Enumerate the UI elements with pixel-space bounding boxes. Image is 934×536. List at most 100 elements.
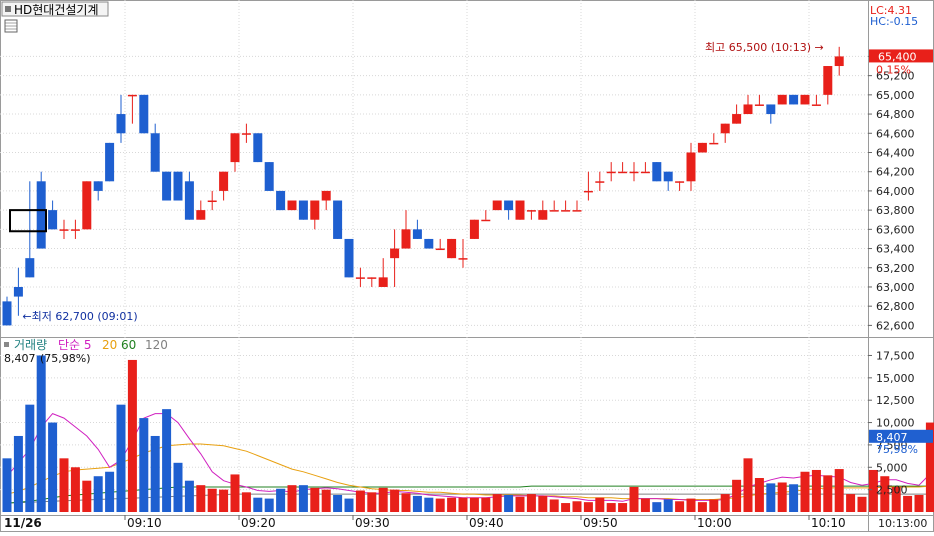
volume-bar[interactable] bbox=[162, 409, 172, 512]
volume-bar[interactable] bbox=[344, 498, 354, 512]
volume-bar[interactable] bbox=[173, 462, 183, 512]
candle-body[interactable] bbox=[469, 219, 479, 239]
volume-bar[interactable] bbox=[321, 489, 331, 512]
volume-bar[interactable] bbox=[2, 458, 12, 512]
volume-bar[interactable] bbox=[116, 404, 126, 512]
volume-bar[interactable] bbox=[139, 418, 149, 512]
volume-bar[interactable] bbox=[629, 486, 639, 512]
volume-bar[interactable] bbox=[606, 503, 616, 512]
candle-body[interactable] bbox=[629, 171, 639, 174]
volume-bar[interactable] bbox=[732, 479, 742, 512]
volume-bar[interactable] bbox=[846, 494, 856, 512]
candle-body[interactable] bbox=[435, 248, 445, 251]
candle-body[interactable] bbox=[70, 229, 80, 231]
candle-body[interactable] bbox=[732, 114, 742, 124]
candle-body[interactable] bbox=[504, 200, 514, 211]
volume-bar[interactable] bbox=[401, 493, 411, 512]
volume-bar[interactable] bbox=[903, 495, 913, 512]
candle-body[interactable] bbox=[766, 104, 776, 115]
volume-bar[interactable] bbox=[127, 359, 137, 512]
candle-body[interactable] bbox=[800, 94, 810, 105]
volume-bar[interactable] bbox=[207, 488, 217, 512]
candle-body[interactable] bbox=[367, 277, 377, 279]
candle-body[interactable] bbox=[458, 258, 468, 260]
candle-body[interactable] bbox=[424, 238, 434, 249]
volume-bar[interactable] bbox=[766, 483, 776, 512]
candle-body[interactable] bbox=[378, 277, 388, 287]
candle-body[interactable] bbox=[59, 229, 69, 231]
candle-body[interactable] bbox=[162, 171, 172, 201]
candle-body[interactable] bbox=[640, 171, 650, 174]
volume-bar[interactable] bbox=[70, 467, 80, 512]
candle-body[interactable] bbox=[241, 133, 251, 135]
candle-body[interactable] bbox=[82, 181, 92, 230]
candle-body[interactable] bbox=[2, 301, 12, 326]
volume-bar[interactable] bbox=[59, 458, 69, 512]
candle-body[interactable] bbox=[93, 181, 103, 191]
volume-bar[interactable] bbox=[93, 476, 103, 512]
volume-bar[interactable] bbox=[572, 501, 582, 512]
candle-body[interactable] bbox=[48, 210, 58, 230]
volume-bar[interactable] bbox=[150, 435, 160, 512]
volume-bar[interactable] bbox=[697, 502, 707, 512]
candle-body[interactable] bbox=[321, 190, 331, 201]
candle-body[interactable] bbox=[276, 190, 286, 211]
candle-body[interactable] bbox=[652, 162, 662, 182]
volume-bar[interactable] bbox=[492, 494, 502, 512]
candle-body[interactable] bbox=[595, 181, 605, 183]
volume-bar[interactable] bbox=[105, 471, 115, 512]
volume-bar[interactable] bbox=[458, 497, 468, 512]
candle-body[interactable] bbox=[492, 200, 502, 211]
volume-bar[interactable] bbox=[241, 492, 251, 512]
candle-body[interactable] bbox=[538, 210, 548, 220]
candle-body[interactable] bbox=[754, 104, 764, 106]
volume-bar[interactable] bbox=[82, 480, 92, 512]
volume-bar[interactable] bbox=[811, 469, 821, 512]
volume-bar[interactable] bbox=[481, 497, 491, 512]
candle-body[interactable] bbox=[481, 219, 491, 222]
candle-body[interactable] bbox=[287, 200, 297, 211]
volume-bar[interactable] bbox=[709, 499, 719, 512]
volume-bar[interactable] bbox=[549, 499, 559, 512]
candle-body[interactable] bbox=[561, 210, 571, 212]
candle-body[interactable] bbox=[344, 238, 354, 278]
candle-body[interactable] bbox=[720, 123, 730, 134]
candle-body[interactable] bbox=[811, 104, 821, 106]
candle-body[interactable] bbox=[834, 56, 844, 67]
volume-bar[interactable] bbox=[834, 469, 844, 512]
volume-bar[interactable] bbox=[13, 435, 23, 512]
volume-bar[interactable] bbox=[857, 496, 867, 512]
candle-body[interactable] bbox=[219, 171, 229, 191]
symbol-menu-icon[interactable] bbox=[5, 6, 11, 12]
volume-bar[interactable] bbox=[25, 404, 35, 512]
candle-body[interactable] bbox=[139, 94, 149, 134]
volume-bar[interactable] bbox=[538, 495, 548, 512]
volume-bar[interactable] bbox=[48, 422, 58, 512]
candle-body[interactable] bbox=[777, 94, 787, 105]
volume-bar[interactable] bbox=[720, 494, 730, 512]
volume-bar[interactable] bbox=[253, 497, 263, 512]
volume-bar[interactable] bbox=[686, 498, 696, 512]
candle-body[interactable] bbox=[686, 152, 696, 182]
candle-body[interactable] bbox=[230, 133, 240, 163]
volume-bar[interactable] bbox=[914, 495, 924, 512]
candle-body[interactable] bbox=[823, 66, 833, 95]
volume-bar[interactable] bbox=[230, 474, 240, 512]
candle-body[interactable] bbox=[697, 142, 707, 153]
volume-bar[interactable] bbox=[424, 497, 434, 512]
candle-body[interactable] bbox=[606, 171, 616, 174]
volume-bar[interactable] bbox=[743, 458, 753, 512]
volume-bar[interactable] bbox=[469, 497, 479, 512]
volume-bar[interactable] bbox=[675, 501, 685, 512]
candle-body[interactable] bbox=[196, 210, 206, 220]
selection-box[interactable] bbox=[9, 209, 47, 233]
candle-body[interactable] bbox=[116, 114, 126, 134]
candle-body[interactable] bbox=[105, 142, 115, 182]
candle-body[interactable] bbox=[173, 171, 183, 201]
volume-bar[interactable] bbox=[618, 503, 628, 512]
volume-bar[interactable] bbox=[515, 496, 525, 512]
candle-body[interactable] bbox=[390, 248, 400, 259]
volume-bar[interactable] bbox=[595, 497, 605, 512]
